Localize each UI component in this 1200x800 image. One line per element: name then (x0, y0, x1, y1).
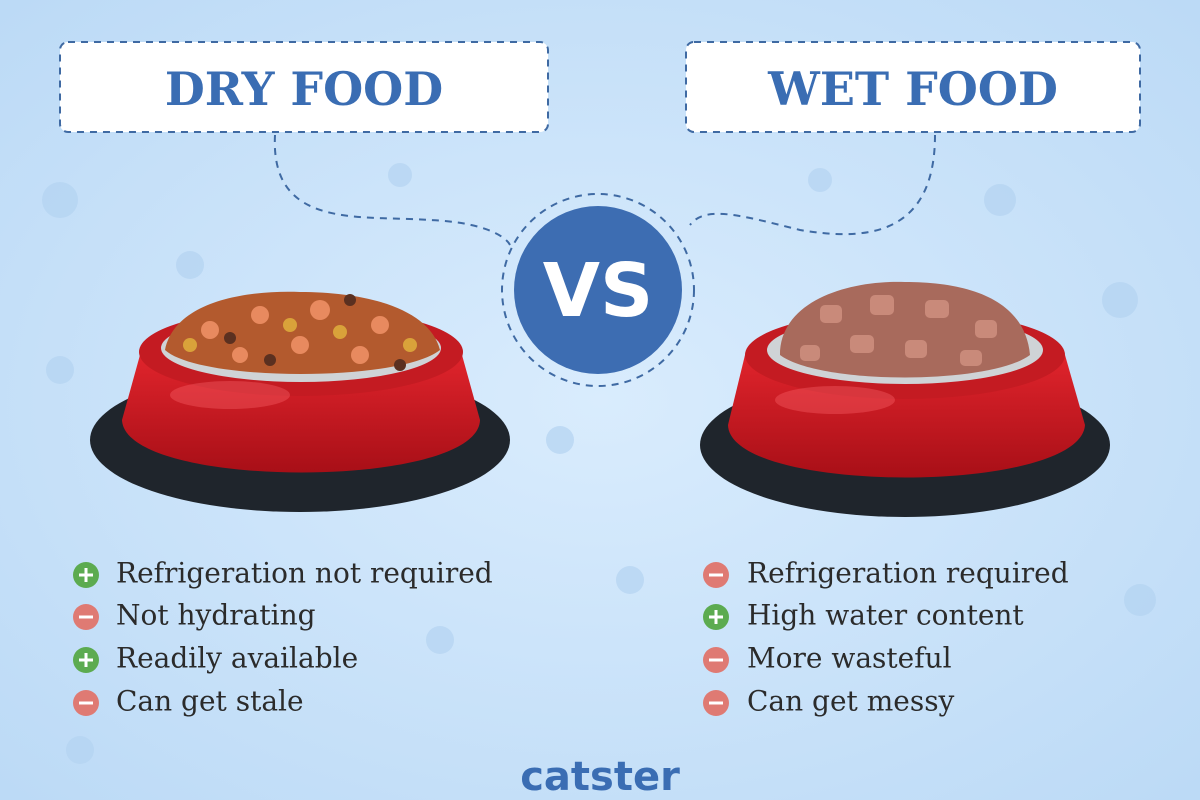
vs-ring (501, 193, 695, 387)
vs-circle (514, 206, 682, 374)
list-item: More wasteful (747, 642, 952, 675)
list-item: Refrigeration not required (116, 557, 493, 590)
list-item: Readily available (116, 642, 358, 675)
lists: Refrigeration not required Not hydrating R… (116, 557, 1069, 718)
connector (689, 134, 936, 236)
wet-food-bowl (700, 281, 1110, 517)
paw-pattern (42, 163, 1156, 764)
list-item: Not hydrating (116, 599, 316, 632)
brand: catster (520, 754, 680, 800)
list-icons (73, 562, 729, 716)
dry-food-bowl (90, 291, 510, 512)
title-box (685, 41, 1141, 133)
list-item: High water content (747, 599, 1024, 632)
vs-label: VS (543, 248, 654, 334)
title-box (59, 41, 549, 133)
list-item: Refrigeration required (747, 557, 1069, 590)
connector (273, 134, 511, 246)
list-item: Can get messy (747, 685, 955, 718)
list-item: Can get stale (116, 685, 304, 718)
title: DRY FOOD (165, 62, 443, 116)
title: WET FOOD (767, 62, 1058, 116)
